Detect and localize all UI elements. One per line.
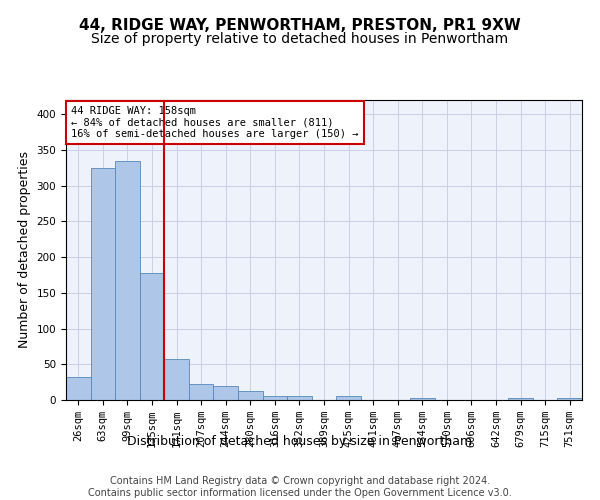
Text: Size of property relative to detached houses in Penwortham: Size of property relative to detached ho…	[91, 32, 509, 46]
Text: 44, RIDGE WAY, PENWORTHAM, PRESTON, PR1 9XW: 44, RIDGE WAY, PENWORTHAM, PRESTON, PR1 …	[79, 18, 521, 32]
Bar	[238, 390, 263, 400]
Bar	[508, 398, 533, 400]
Y-axis label: Number of detached properties: Number of detached properties	[18, 152, 31, 348]
Bar	[336, 396, 361, 400]
Text: Contains HM Land Registry data © Crown copyright and database right 2024.
Contai: Contains HM Land Registry data © Crown c…	[88, 476, 512, 498]
Bar	[91, 168, 115, 400]
Bar	[140, 273, 164, 400]
Text: Distribution of detached houses by size in Penwortham: Distribution of detached houses by size …	[127, 434, 473, 448]
Text: 44 RIDGE WAY: 158sqm
← 84% of detached houses are smaller (811)
16% of semi-deta: 44 RIDGE WAY: 158sqm ← 84% of detached h…	[71, 106, 359, 139]
Bar	[189, 384, 214, 400]
Bar	[263, 396, 287, 400]
Bar	[115, 160, 140, 400]
Bar	[214, 386, 238, 400]
Bar	[410, 398, 434, 400]
Bar	[287, 396, 312, 400]
Bar	[66, 377, 91, 400]
Bar	[557, 398, 582, 400]
Bar	[164, 360, 189, 400]
